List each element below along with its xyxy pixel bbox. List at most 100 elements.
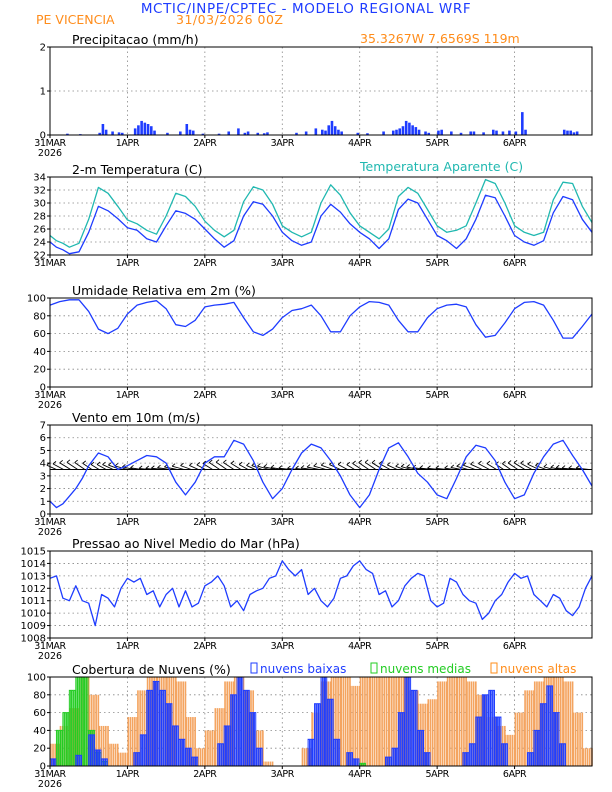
precip-bar (237, 128, 240, 135)
chart-panel-5: 0 20 40 60 80 100 31MAR 1APR 2APR 3APR 4APR 5APR 6AP… (27, 662, 593, 790)
legend-swatch (250, 662, 258, 674)
cloud-bar-medias (83, 676, 87, 767)
cloud-bar-altas (116, 743, 119, 766)
wind-barb (321, 464, 334, 470)
precip-bar (327, 125, 331, 135)
wind-barb (513, 462, 526, 470)
wind-barb-head (300, 465, 305, 469)
cloud-bar-altas (586, 748, 589, 766)
wind-barb-head (450, 464, 455, 468)
panel-title: 2-m Temperatura (C) (72, 162, 203, 177)
cloud-bar-altas (436, 699, 438, 766)
cloud-bar-baixas (314, 703, 317, 767)
wind-barb-head (270, 464, 275, 468)
cloud-bar-altas (100, 725, 103, 766)
cloud-bar-baixas (393, 747, 396, 767)
wind-barb-head (208, 459, 213, 463)
cloud-bar-altas (104, 725, 107, 766)
cloud-bar-altas (228, 681, 231, 766)
cloud-bar-altas (424, 703, 427, 766)
wind-barb-head (202, 460, 207, 464)
cloud-bar-altas (536, 681, 538, 766)
cloud-bar-altas (356, 685, 359, 766)
wind-barb-head (358, 459, 362, 463)
cloud-bar-baixas (350, 752, 354, 767)
cloud-bar-baixas (311, 738, 315, 767)
wind-barb-head (59, 459, 63, 464)
cloud-bar-baixas (318, 703, 321, 767)
x-tick-label: 6APR (503, 138, 527, 149)
cloud-bar-altas (194, 717, 196, 766)
x-tick-label: 1APR (116, 390, 140, 401)
cloud-bar-altas (114, 743, 117, 766)
wind-barb-head (419, 465, 424, 469)
y-tick-label: 1009 (21, 621, 46, 632)
cloud-bar-medias (64, 712, 67, 767)
wind-barb-head (145, 465, 150, 469)
x-year-label: 2026 (38, 527, 62, 538)
precip-bar (153, 130, 156, 135)
cloud-bar-altas (511, 734, 514, 766)
wind-barb (387, 464, 398, 470)
x-tick-label: 31MAR (34, 390, 66, 401)
precip-bar (120, 132, 124, 135)
cloud-bar-altas (269, 761, 272, 766)
cloud-bar-altas (359, 677, 362, 766)
wind-barb-head (122, 464, 126, 468)
cloud-bar-baixas (253, 712, 257, 767)
cloud-bar-altas (182, 681, 185, 766)
x-tick-label: 4APR (348, 390, 372, 401)
header-title: MCTIC/INPE/CPTEC - MODELO REGIONAL WRF (141, 1, 471, 17)
cloud-bar-altas (427, 699, 430, 766)
cloud-bar-altas (567, 681, 570, 766)
cloud-bar-altas (209, 730, 211, 766)
y-tick-label: 1012 (21, 584, 46, 595)
precip-bar (575, 131, 579, 135)
precip-bar (330, 120, 334, 135)
wind-barb-head (568, 465, 573, 469)
cloud-bar-altas (207, 730, 209, 766)
precip-bar (521, 112, 524, 135)
cloud-bar-altas (466, 681, 468, 766)
y-tick-label: 22 (33, 251, 46, 262)
wind-barb (82, 462, 93, 470)
wind-barb-head (66, 459, 71, 463)
cloud-bar-baixas (161, 689, 164, 767)
cloud-bar-altas (211, 730, 214, 766)
precip-bar (562, 129, 566, 135)
precip-bar (314, 128, 318, 135)
x-tick-label: 3APR (271, 769, 295, 780)
wind-barb (306, 466, 320, 470)
precip-bar (437, 130, 440, 135)
x-tick-label: 31MAR (34, 769, 66, 780)
x-tick-label: 2APR (193, 641, 217, 652)
precip-bar (411, 125, 414, 135)
panel-title: Umidade Relativa em 2m (%) (72, 283, 256, 298)
cloud-bar-baixas (466, 752, 470, 767)
x-tick-label: 31MAR (34, 258, 66, 269)
precip-bar (469, 131, 472, 135)
cloud-bar-baixas (331, 698, 334, 767)
precip-bar (146, 124, 150, 135)
x-tick-label: 3APR (271, 258, 295, 269)
cloud-bar-altas (577, 712, 579, 766)
cloud-bar-altas (581, 712, 584, 766)
cloud-bar-altas (572, 712, 575, 766)
precip-bar (201, 133, 205, 135)
wind-barb (278, 467, 291, 470)
cloud-bar-altas (172, 677, 175, 766)
x-tick-label: 4APR (348, 641, 372, 652)
cloud-bar-altas (369, 677, 372, 766)
wind-barb (568, 467, 582, 470)
cloud-bar-altas (449, 677, 451, 766)
precip-bar (408, 122, 411, 135)
legend-label: nuvens baixas (260, 662, 346, 676)
cloud-bar-altas (470, 681, 473, 766)
chart-panel-3: 0 1 2 34 5 67 31MAR 1APR 2APR 3APR 4APR 5APR 6APR 202… (34, 410, 593, 538)
wind-barb-head (130, 464, 134, 469)
wind-barb (230, 462, 242, 470)
precip-bar (501, 131, 505, 135)
precip-bar (166, 132, 169, 135)
cloud-bar-altas (189, 717, 192, 766)
